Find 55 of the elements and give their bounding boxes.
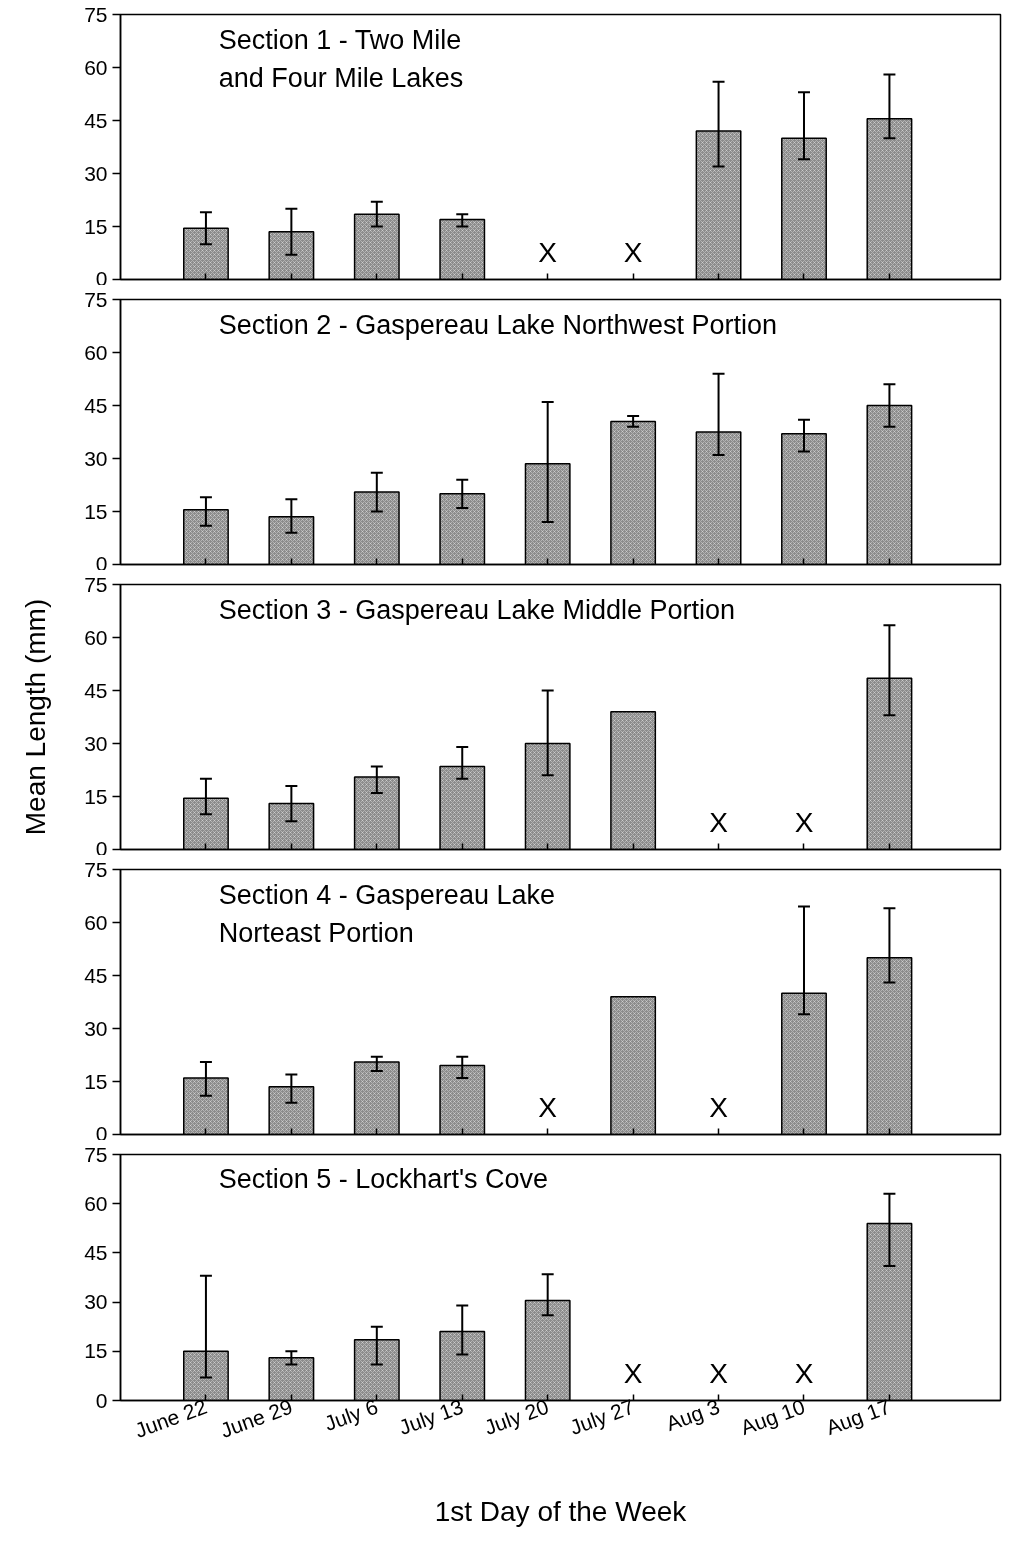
y-tick-label: 75 (84, 572, 108, 596)
y-tick-label: 30 (84, 1016, 108, 1040)
annotation: X (709, 1091, 729, 1123)
x-tick-label: Aug 10 (737, 1394, 808, 1440)
x-tick-label: Aug 17 (822, 1394, 894, 1440)
y-tick-label: 75 (84, 1142, 108, 1166)
annotation: X (794, 1357, 814, 1389)
y-tick-label: 45 (84, 963, 108, 987)
chart-title: Section 5 - Lockhart's Cove (218, 1164, 549, 1195)
y-tick-label: 45 (84, 1240, 108, 1264)
annotation: X (709, 806, 729, 838)
chart-title: Section 2 - Gaspereau Lake Northwest Portion (218, 310, 778, 341)
x-tick-label: June 22 (131, 1394, 210, 1442)
x-tick-label: July 20 (481, 1394, 552, 1440)
y-tick-label: 60 (84, 55, 108, 79)
chart-title: Section 3 - Gaspereau Lake Middle Portion (218, 595, 736, 626)
y-tick-label: 45 (84, 108, 108, 132)
x-axis-title: 1st Day of the Week (434, 1495, 688, 1527)
x-tick-label: July 27 (566, 1394, 638, 1440)
y-tick-label: 45 (84, 393, 108, 417)
y-tick-label: 60 (84, 625, 108, 649)
y-tick-label: 60 (84, 910, 108, 934)
y-tick-label: 0 (95, 836, 108, 860)
y-tick-label: 15 (84, 214, 108, 238)
y-tick-label: 45 (84, 678, 108, 702)
y-tick-label: 60 (84, 1191, 108, 1215)
text: Section 4 - Gaspereau Lake Norteast Portion (218, 880, 555, 948)
annotation: X (623, 1357, 643, 1389)
x-tick-label: July 13 (395, 1394, 467, 1440)
y-tick-label: 15 (84, 1069, 108, 1093)
y-tick-label: 75 (84, 2, 108, 26)
y-tick-label: 0 (95, 1121, 108, 1145)
annotation: X (538, 236, 558, 268)
y-tick-label: 0 (95, 266, 108, 290)
y-tick-label: 0 (95, 551, 108, 575)
y-tick-label: 30 (84, 161, 108, 185)
x-tick-label: June 29 (217, 1394, 296, 1442)
y-tick-label: 15 (84, 1339, 108, 1363)
annotation: X (794, 806, 814, 838)
y-tick-label: 15 (84, 499, 108, 523)
y-tick-label: 0 (95, 1388, 108, 1412)
y-tick-label: 30 (84, 731, 108, 755)
y-tick-label: 75 (84, 287, 108, 311)
x-tick-label: Aug 3 (663, 1394, 723, 1436)
y-tick-label: 30 (84, 1290, 108, 1314)
y-tick-label: 15 (84, 784, 108, 808)
y-tick-label: 30 (84, 446, 108, 470)
y-tick-label: 60 (84, 340, 108, 364)
y-tick-label: 75 (84, 857, 108, 881)
y-axis-title: Mean Length (mm) (20, 598, 52, 836)
annotation: X (538, 1091, 558, 1123)
x-tick-label: July 6 (321, 1394, 381, 1436)
annotation: X (623, 236, 643, 268)
text: Section 1 - Two Mile and Four Mile Lakes (218, 25, 464, 93)
annotation: X (709, 1357, 729, 1389)
